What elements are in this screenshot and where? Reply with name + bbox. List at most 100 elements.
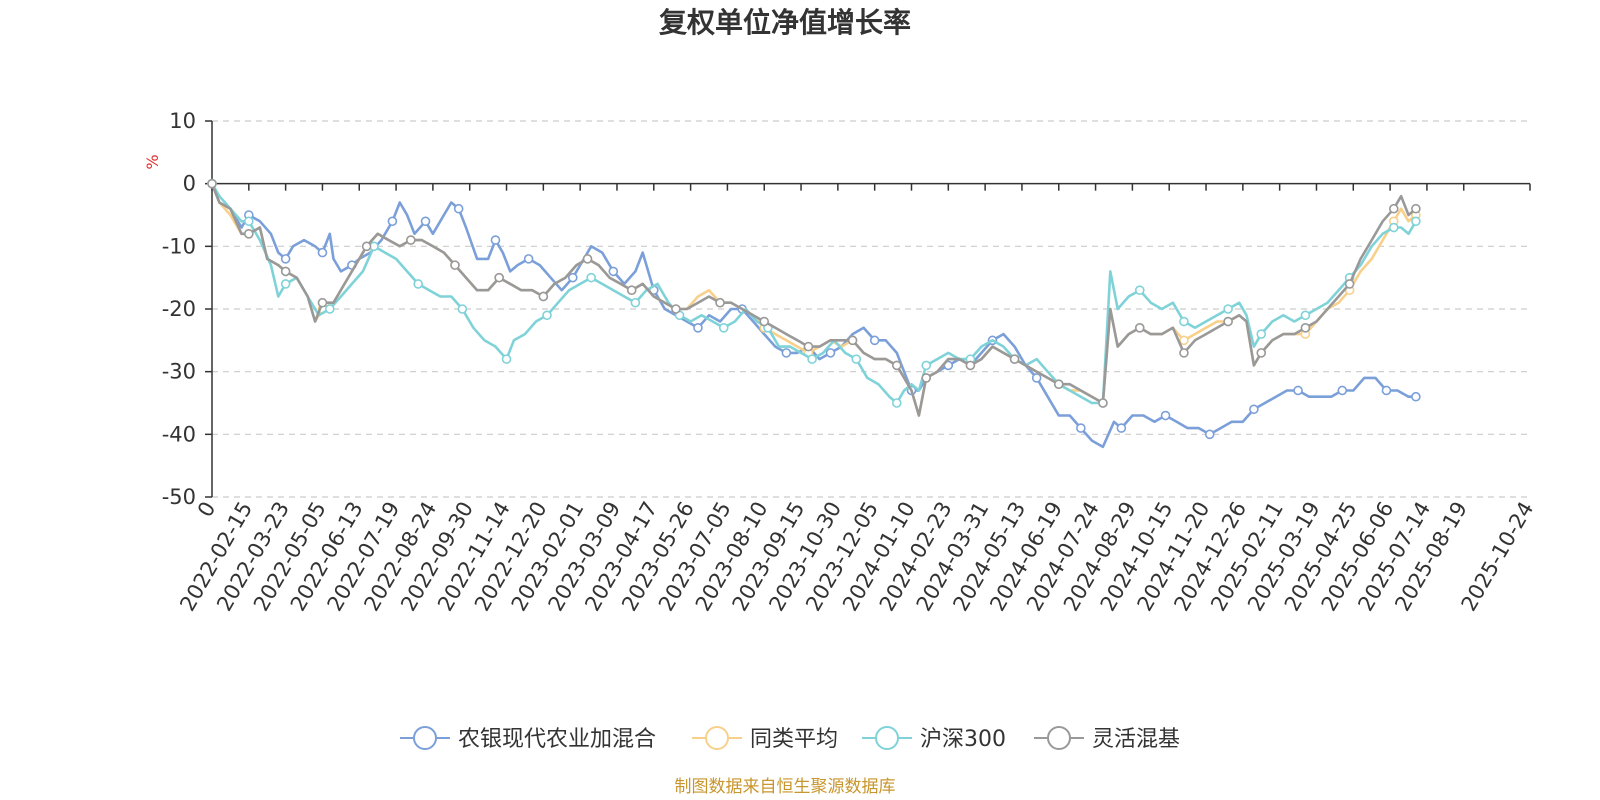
- series-point: [1300, 310, 1311, 321]
- x-tick-label: 0: [193, 498, 220, 522]
- series-point: [494, 272, 504, 283]
- series-point: [1300, 322, 1311, 333]
- series-point: [1204, 429, 1215, 440]
- series-point: [1223, 304, 1233, 314]
- series-point: [921, 360, 932, 371]
- series-point: [1381, 385, 1392, 396]
- series-point: [1388, 222, 1399, 233]
- series-point: [891, 360, 902, 371]
- legend-marker: [705, 726, 729, 750]
- series-point: [1031, 373, 1042, 383]
- series-4: [207, 178, 1421, 417]
- series-point: [1411, 391, 1421, 402]
- y-tick-label: -40: [162, 422, 196, 446]
- series-point: [1249, 404, 1259, 415]
- series-point: [1256, 329, 1267, 339]
- series-point: [1076, 423, 1086, 433]
- series-point: [501, 354, 512, 364]
- series-point: [626, 285, 637, 296]
- series-point: [693, 322, 703, 333]
- series-point: [490, 235, 501, 245]
- series-point: [847, 335, 858, 346]
- series-point: [457, 304, 468, 314]
- series-point: [1411, 216, 1421, 227]
- legend-label: 沪深300: [920, 727, 1006, 752]
- series-point: [781, 348, 792, 358]
- series-point: [921, 373, 932, 383]
- series-point: [325, 304, 335, 314]
- series-point: [406, 235, 416, 245]
- legend-label: 灵活混基: [1092, 727, 1180, 752]
- series-point: [718, 322, 729, 333]
- y-axis-unit: %: [143, 154, 162, 169]
- y-tick-label: -30: [162, 360, 196, 384]
- series-2: [207, 178, 1421, 417]
- series-point: [965, 360, 976, 371]
- source-note: 制图数据来自恒生聚源数据库: [675, 777, 896, 797]
- series-point: [586, 272, 597, 283]
- series-point: [207, 178, 217, 189]
- legend-item: 同类平均: [692, 726, 838, 752]
- y-tick-label: -20: [162, 297, 196, 321]
- y-tick-label: 10: [169, 109, 196, 133]
- series-point: [567, 272, 578, 283]
- series-point: [244, 216, 254, 227]
- series-point: [1179, 316, 1189, 327]
- y-tick-label: 0: [183, 172, 196, 196]
- series-point: [280, 266, 291, 277]
- series-point: [1053, 379, 1064, 390]
- y-tick-label: -10: [162, 234, 196, 258]
- series-point: [803, 341, 814, 352]
- legend-label: 同类平均: [750, 727, 838, 752]
- series-point: [450, 260, 460, 270]
- series-point: [608, 266, 619, 277]
- series-point: [1179, 348, 1189, 358]
- series-point: [317, 297, 328, 308]
- legend-marker: [875, 726, 899, 750]
- series-point: [807, 354, 817, 364]
- series-point: [582, 254, 593, 264]
- series-point: [280, 254, 291, 264]
- series-point: [891, 398, 902, 408]
- legend-marker: [1047, 726, 1071, 750]
- legend-item: 灵活混基: [1034, 726, 1180, 752]
- series-point: [869, 335, 880, 346]
- series-point: [630, 297, 641, 308]
- series-point: [1134, 285, 1145, 296]
- series-point: [387, 216, 398, 227]
- series-point: [1009, 354, 1020, 364]
- series-point: [420, 216, 431, 227]
- series-point: [1223, 316, 1233, 327]
- chart-title: 复权单位净值增长率: [659, 6, 911, 39]
- series-3: [207, 178, 1421, 408]
- legend-item: 农银现代农业加混合: [400, 726, 656, 752]
- series-point: [715, 297, 725, 308]
- series-point: [671, 304, 681, 314]
- series-point: [1256, 348, 1267, 358]
- series-point: [244, 229, 254, 239]
- grid-layer: [212, 120, 1530, 498]
- series-point: [1116, 423, 1127, 433]
- series-point: [1337, 385, 1348, 396]
- series-layer: [207, 178, 1421, 449]
- y-tick-label: -50: [162, 485, 196, 509]
- series-point: [1411, 203, 1421, 214]
- series-point: [759, 316, 770, 327]
- series-point: [538, 291, 549, 302]
- series-point: [523, 254, 534, 264]
- series-point: [542, 310, 552, 321]
- series-point: [1134, 322, 1145, 333]
- axis-layer: 100-10-20-30-40-5002022-02-152022-03-232…: [162, 109, 1539, 615]
- series-point: [1344, 279, 1355, 289]
- series-point: [361, 241, 372, 252]
- series-point: [1388, 203, 1399, 214]
- series-point: [1160, 410, 1171, 421]
- series-point: [825, 348, 836, 358]
- legend-marker: [413, 726, 437, 750]
- series-point: [453, 203, 464, 214]
- series-point: [1293, 385, 1303, 396]
- series-point: [1098, 398, 1108, 408]
- legend-label: 农银现代农业加混合: [458, 727, 656, 752]
- legend-item: 沪深300: [862, 726, 1006, 752]
